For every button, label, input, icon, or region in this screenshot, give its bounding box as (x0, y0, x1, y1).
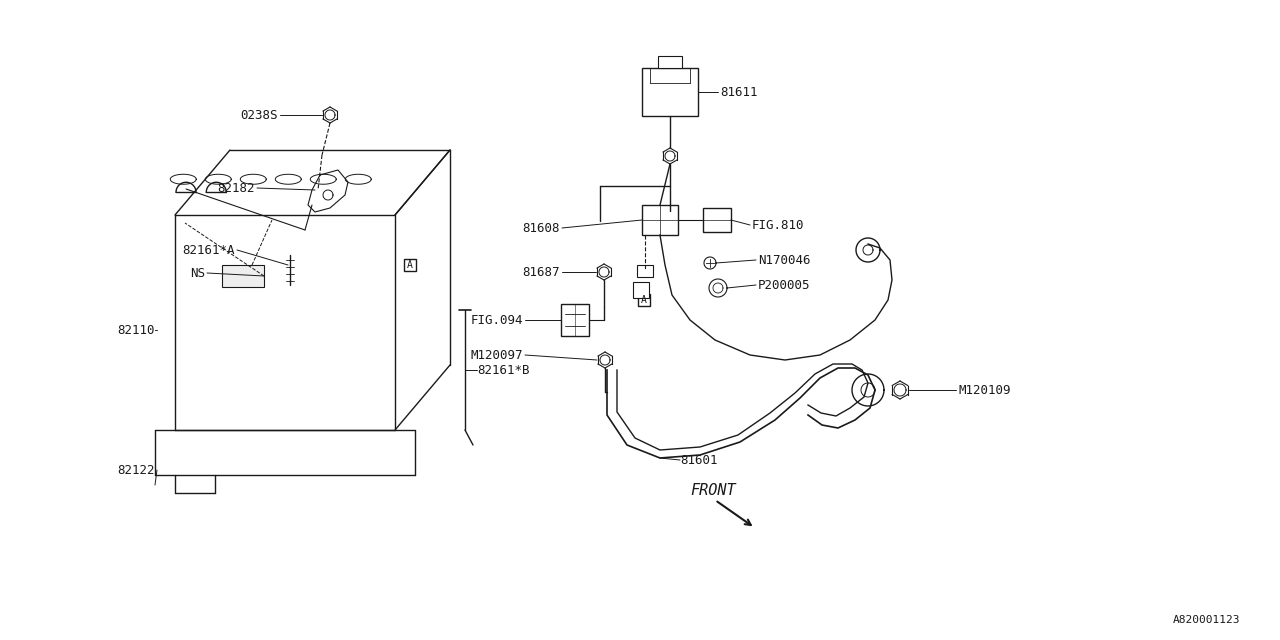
Text: 81608: 81608 (522, 221, 561, 234)
Bar (221, 265, 264, 287)
Text: 82161*A: 82161*A (183, 243, 236, 257)
Text: 0238S: 0238S (241, 109, 278, 122)
Text: FIG.810: FIG.810 (753, 218, 805, 232)
Text: A820001123: A820001123 (1172, 615, 1240, 625)
Bar (634, 282, 649, 298)
Text: FIG.094: FIG.094 (471, 314, 524, 326)
Bar (637, 265, 653, 277)
Bar (637, 294, 650, 306)
Bar (643, 68, 698, 116)
Text: 81687: 81687 (522, 266, 561, 278)
Text: M120097: M120097 (471, 349, 524, 362)
Text: P200005: P200005 (758, 278, 810, 291)
Bar (703, 208, 731, 232)
Bar (404, 259, 416, 271)
Text: 81611: 81611 (721, 86, 758, 99)
Text: NS: NS (189, 266, 205, 280)
Bar (561, 304, 589, 336)
Text: N170046: N170046 (758, 253, 810, 266)
Bar (643, 205, 678, 235)
Text: FRONT: FRONT (690, 483, 736, 497)
Text: A: A (407, 260, 413, 270)
Text: 82122: 82122 (118, 463, 155, 477)
Text: 82161*B: 82161*B (477, 364, 530, 376)
Text: A: A (641, 295, 646, 305)
Text: 81601: 81601 (680, 454, 718, 467)
Text: 82110: 82110 (118, 323, 155, 337)
Text: M120109: M120109 (957, 383, 1010, 397)
Text: 82182: 82182 (218, 182, 255, 195)
Bar (658, 56, 682, 68)
